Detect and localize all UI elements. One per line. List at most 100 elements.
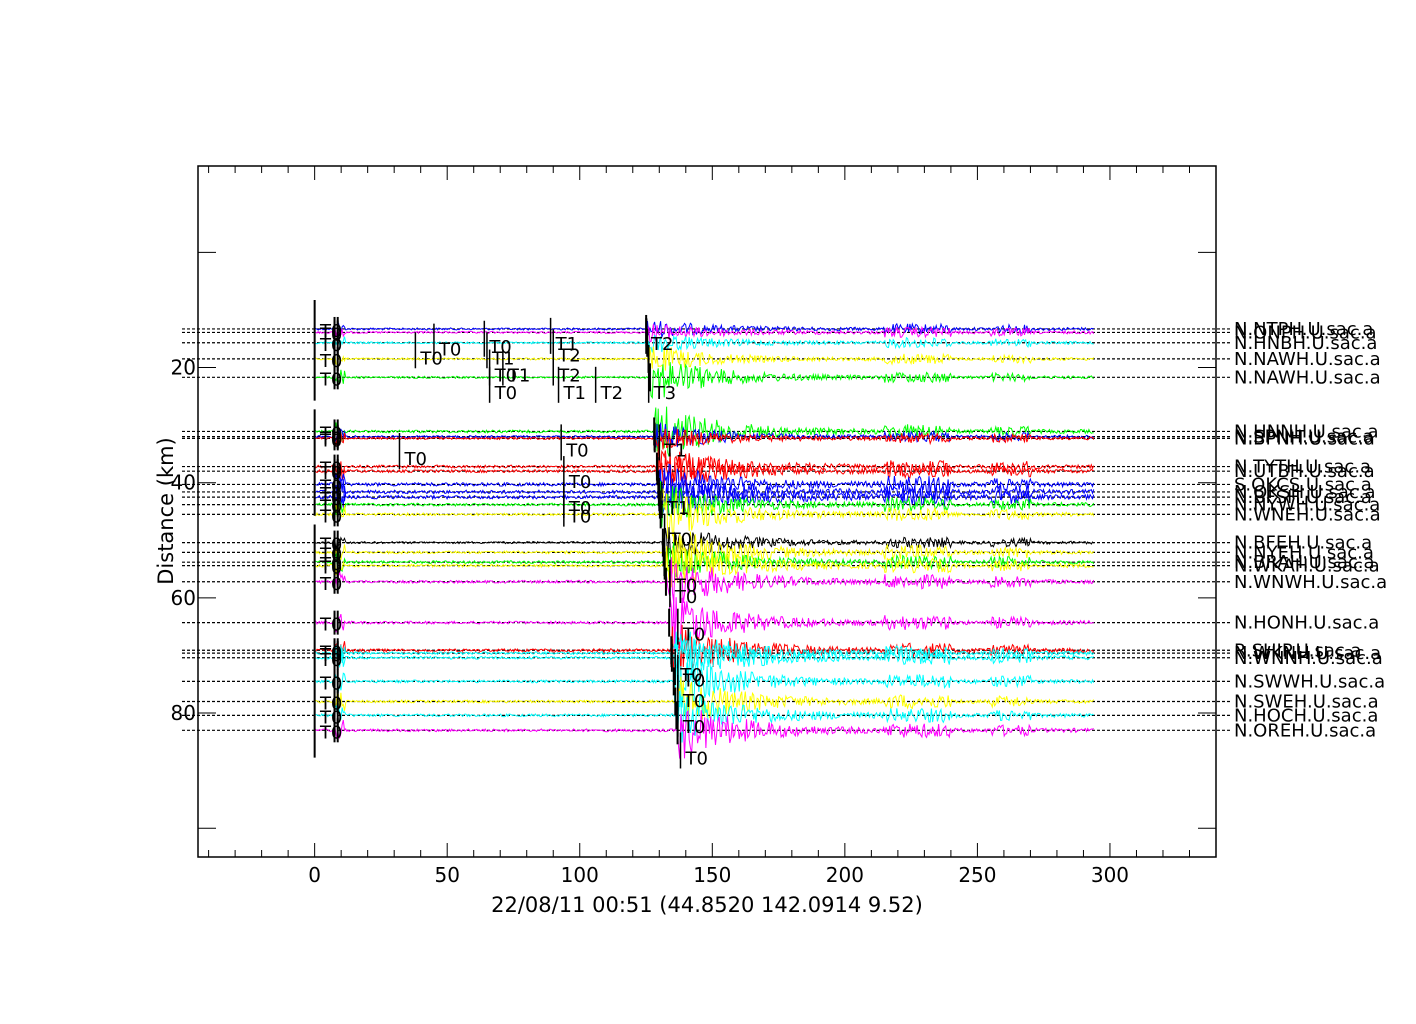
pick-label: T0 xyxy=(319,673,342,694)
station-label: N.BRAH.U.sac.a xyxy=(1234,552,1375,573)
phase-pick-label: T1 xyxy=(563,383,586,404)
phase-pick-label: T0 xyxy=(494,366,517,387)
phase-pick-label: T0 xyxy=(684,748,707,769)
y-tick-label: 40 xyxy=(171,471,196,495)
trace-waveform xyxy=(314,346,1095,372)
trace-waveform xyxy=(314,527,1095,561)
phase-pick-label: T0 xyxy=(403,449,426,470)
pick-label: T0 xyxy=(319,558,342,579)
x-tick-label: 300 xyxy=(1091,863,1129,887)
trace-waveform xyxy=(314,636,1095,681)
phase-pick-label: T0 xyxy=(669,530,692,551)
station-label: N.BFSH.U.sac.a xyxy=(1234,487,1372,508)
station-label: N.UTBH.U.sac.a xyxy=(1234,461,1375,482)
phase-pick-label: T0 xyxy=(419,348,442,369)
pick-label: T0 xyxy=(319,476,342,497)
phase-pick-label: T0 xyxy=(568,472,591,493)
station-label: N.OKSH.U.sac.a xyxy=(1234,482,1375,503)
x-tick-label: 0 xyxy=(308,863,321,887)
phase-pick-label: T2 xyxy=(557,345,580,366)
trace-waveform xyxy=(314,480,1095,528)
y-tick-label: 80 xyxy=(171,701,196,725)
trace-waveform xyxy=(314,445,1095,484)
station-label: N.WKAH.U.sac.a xyxy=(1234,556,1380,577)
trace-waveform xyxy=(314,450,1094,490)
trace-waveform xyxy=(314,320,1094,338)
plot-frame xyxy=(197,165,1217,858)
trace-waveform xyxy=(314,362,1094,400)
station-label: N.NTPH.U.sac.a xyxy=(1234,319,1373,340)
pick-label: T0 xyxy=(319,722,342,743)
station-label: N.OREH.U.sac.a xyxy=(1234,720,1376,741)
phase-pick-label: T1 xyxy=(666,498,689,519)
phase-pick-label: T0 xyxy=(488,337,511,358)
pick-label: T0 xyxy=(319,351,342,372)
pick-label: T0 xyxy=(319,574,342,595)
trace-waveform xyxy=(314,557,1095,604)
station-label: S.OKCS.U.sac.a xyxy=(1234,474,1372,495)
station-label: N.SWEH.U.sac.a xyxy=(1234,692,1379,713)
x-axis-title: 22/08/11 00:51 (44.8520 142.0914 9.52) xyxy=(491,893,923,917)
trace-waveform xyxy=(314,710,1094,759)
station-label: N.WNWH.U.sac.a xyxy=(1234,572,1387,593)
pick-label: T0 xyxy=(319,484,342,505)
station-label: N.HONH.U.sac.a xyxy=(1234,613,1379,634)
pick-label: T0 xyxy=(319,645,342,666)
trace-waveform xyxy=(314,406,1094,457)
station-label: N.BPNH.U.sac.a xyxy=(1234,428,1375,449)
pick-label: T0 xyxy=(319,423,342,444)
traces-layer xyxy=(182,320,1232,759)
station-label: N.SWWH.U.sac.a xyxy=(1234,671,1385,692)
phase-pick-label: T2 xyxy=(650,334,673,355)
phase-pick-label: T0 xyxy=(682,671,705,692)
phase-pick-label: T0 xyxy=(494,383,517,404)
picks-layer: T0T0T0T0T0T0T0T0T0T0T0T0T0T0T0T0T0T0T0T0… xyxy=(313,299,708,769)
station-label: N.WKNH.U.sac.a xyxy=(1234,643,1381,664)
station-label: N.HOCH.U.sac.a xyxy=(1234,705,1378,726)
pick-label: T0 xyxy=(319,429,342,450)
pick-label: T0 xyxy=(319,335,342,356)
phase-pick-label: T0 xyxy=(674,587,697,608)
phase-pick-label: T1 xyxy=(507,366,530,387)
station-label: N.HNNH.U.sac.a xyxy=(1234,421,1379,442)
pick-label: T0 xyxy=(319,650,342,671)
trace-waveform xyxy=(314,653,1095,708)
pick-label: T0 xyxy=(319,430,342,451)
y-axis-title: Distance (km) xyxy=(154,437,178,585)
trace-waveform xyxy=(314,594,1094,652)
pick-label: T0 xyxy=(319,369,342,390)
phase-pick-label: T1 xyxy=(555,334,578,355)
x-tick-label: 200 xyxy=(826,863,864,887)
trace-waveform xyxy=(314,334,1094,355)
station-label: N.WNEH.U.sac.a xyxy=(1234,504,1381,525)
phase-pick-label: T0 xyxy=(674,576,697,597)
station-label: N.NYWH.U.sac.a xyxy=(1234,495,1380,516)
phase-pick-label: T0 xyxy=(568,507,591,528)
phase-pick-label: T0 xyxy=(682,625,705,646)
pick-label: T0 xyxy=(319,489,342,510)
station-label: N.WNNH.U.sac.a xyxy=(1234,648,1383,669)
pick-label: T0 xyxy=(319,497,342,518)
station-labels-layer: N.NTPH.U.sac.aN.ONPH.U.sac.aN.HNBH.U.sac… xyxy=(1234,319,1387,741)
station-label: N.ONPH.U.sac.a xyxy=(1234,322,1377,343)
phase-pick-label: T0 xyxy=(565,440,588,461)
trace-waveform xyxy=(314,324,1095,343)
trace-waveform xyxy=(314,488,1095,539)
trace-waveform xyxy=(314,482,1095,515)
pick-label: T0 xyxy=(319,463,342,484)
station-label: N.BFEH.U.sac.a xyxy=(1234,533,1372,554)
x-tick-label: 250 xyxy=(958,863,996,887)
phase-pick-label: T0 xyxy=(682,691,705,712)
phase-pick-label: T2 xyxy=(557,366,580,387)
x-tick-label: 150 xyxy=(693,863,731,887)
pick-label: T0 xyxy=(319,642,342,663)
y-tick-label: 60 xyxy=(171,586,196,610)
pick-label: T0 xyxy=(319,615,342,636)
station-label: R.SHIP.U.sac.a xyxy=(1234,640,1362,661)
station-label: N.NYEH.U.sac.a xyxy=(1234,542,1374,563)
phase-pick-label: T0 xyxy=(438,340,461,361)
x-tick-label: 50 xyxy=(434,863,459,887)
pick-label: T0 xyxy=(319,535,342,556)
phase-pick-label: T2 xyxy=(600,383,623,404)
